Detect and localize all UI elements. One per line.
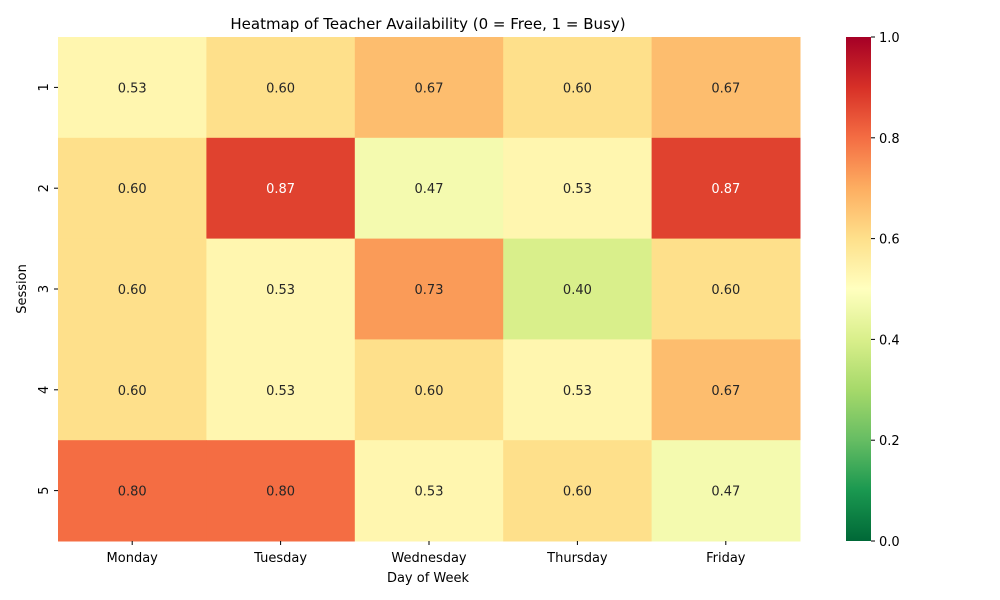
x-axis-ticks: Monday Tuesday Wednesday Thursday Friday: [107, 541, 746, 566]
heatmap-cell: [58, 238, 207, 340]
cell-annotations: 0.53 0.60 0.67 0.60 0.67 0.60 0.87 0.47 0.53 0.87…: [118, 81, 741, 499]
x-axis-label: Day of Week: [387, 571, 470, 586]
heatmap-cell: [651, 238, 801, 340]
x-tick-label: Tuesday: [253, 551, 307, 566]
heatmap-cell: [58, 137, 207, 240]
cell-value-label: 0.67: [711, 384, 740, 399]
cell-value-label: 0.87: [711, 182, 740, 197]
heatmap-cell: [503, 37, 653, 139]
heatmap-cell: [206, 37, 356, 139]
cell-value-label: 0.60: [415, 384, 444, 399]
cell-value-label: 0.60: [118, 283, 147, 298]
y-axis-label: Session: [15, 264, 30, 314]
heatmap-cell: [354, 440, 504, 542]
cell-value-label: 0.40: [563, 283, 592, 298]
cell-value-label: 0.73: [415, 283, 444, 298]
heatmap-cell: [206, 238, 356, 340]
heatmap-cell: [354, 137, 504, 240]
heatmap-cell: [354, 37, 504, 139]
heatmap-cell: [503, 440, 653, 542]
cell-value-label: 0.47: [711, 485, 740, 500]
cell-value-label: 0.53: [563, 384, 592, 399]
y-tick-label: 2: [37, 184, 52, 192]
cell-value-label: 0.60: [563, 81, 592, 96]
cell-value-label: 0.80: [266, 485, 295, 500]
colorbar-tick-label: 0.2: [879, 434, 900, 449]
heatmap-cell: [58, 37, 207, 139]
heatmap-cell: [58, 339, 207, 441]
heatmap-cell: [651, 137, 801, 240]
colorbar-gradient: [846, 37, 871, 541]
y-axis-ticks: 1 2 3 4 5: [37, 83, 58, 495]
heatmap-cell: [651, 440, 801, 542]
x-tick-label: Friday: [706, 551, 746, 566]
y-tick-label: 1: [37, 83, 52, 91]
cell-value-label: 0.60: [118, 384, 147, 399]
colorbar-tick-label: 1.0: [879, 31, 900, 46]
cell-value-label: 0.60: [118, 182, 147, 197]
heatmap-cell: [58, 440, 207, 542]
colorbar-ticks: 0.0 0.2 0.4 0.6 0.8 1.0: [871, 31, 900, 550]
heatmap-cell: [503, 137, 653, 240]
cell-value-label: 0.47: [415, 182, 444, 197]
cell-value-label: 0.60: [563, 485, 592, 500]
cell-value-label: 0.87: [266, 182, 295, 197]
colorbar-tick-label: 0.8: [879, 132, 900, 147]
cell-value-label: 0.80: [118, 485, 147, 500]
heatmap-cell: [354, 238, 504, 340]
heatmap-cell: [206, 440, 356, 542]
x-tick-label: Monday: [107, 551, 159, 566]
colorbar-tick-label: 0.6: [879, 233, 900, 248]
cell-value-label: 0.53: [266, 283, 295, 298]
heatmap-cells: [58, 37, 801, 542]
heatmap-cell: [206, 339, 356, 441]
colorbar-tick-label: 0.4: [879, 333, 900, 348]
cell-value-label: 0.53: [563, 182, 592, 197]
x-tick-label: Wednesday: [391, 551, 467, 566]
cell-value-label: 0.53: [266, 384, 295, 399]
heatmap-cell: [503, 339, 653, 441]
heatmap-cell: [651, 339, 801, 441]
cell-value-label: 0.53: [118, 81, 147, 96]
heatmap-cell: [354, 339, 504, 441]
cell-value-label: 0.67: [711, 81, 740, 96]
heatmap-cell: [206, 137, 356, 240]
heatmap-cell: [503, 238, 653, 340]
heatmap-cell: [651, 37, 801, 139]
y-tick-label: 5: [37, 486, 52, 494]
cell-value-label: 0.60: [711, 283, 740, 298]
chart-title: Heatmap of Teacher Availability (0 = Fre…: [230, 15, 625, 33]
colorbar-tick-label: 0.0: [879, 535, 900, 550]
x-tick-label: Thursday: [546, 551, 608, 566]
cell-value-label: 0.67: [415, 81, 444, 96]
cell-value-label: 0.53: [415, 485, 444, 500]
cell-value-label: 0.60: [266, 81, 295, 96]
colorbar: 0.0 0.2 0.4 0.6 0.8 1.0: [846, 31, 900, 550]
y-tick-label: 4: [37, 386, 52, 394]
y-tick-label: 3: [37, 285, 52, 293]
